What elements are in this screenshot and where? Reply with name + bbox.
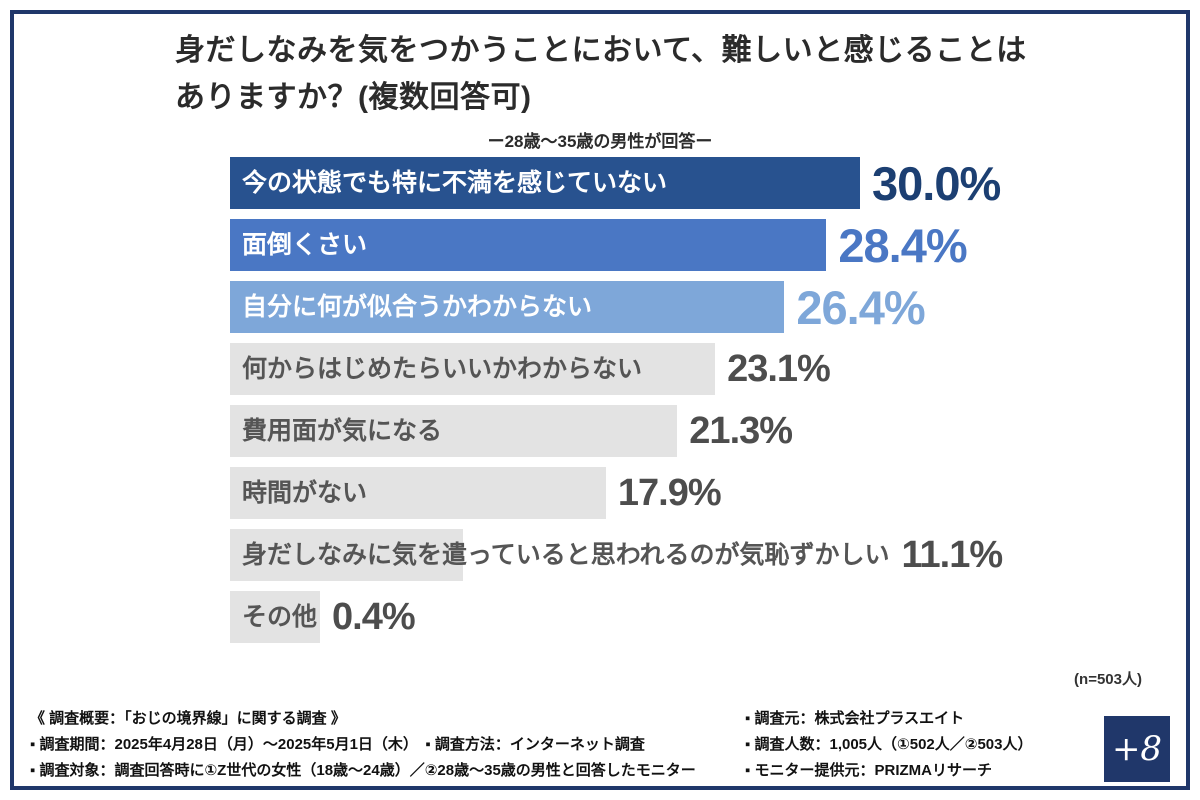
bar-row: 今の状態でも特に不満を感じていない 30.0% xyxy=(230,156,1002,210)
bar-label: 面倒くさい xyxy=(242,231,368,259)
bar-label: 自分に何が似合うかわからない xyxy=(242,293,593,321)
bar-label: その他 xyxy=(242,603,318,631)
bar-value: 28.4% xyxy=(838,218,967,272)
bar-label: 何からはじめたらいいかわからない xyxy=(242,355,643,383)
bar-value: 0.4% xyxy=(332,595,416,638)
bar-label: 費用面が気になる xyxy=(242,417,443,445)
survey-overview-line: ▪ 調査対象：調査回答時に①Z世代の女性（18歳〜24歳）／②28歳〜35歳の男… xyxy=(30,762,696,779)
bar-label: 身だしなみに気を遣っていると思われるのが気恥ずかしい xyxy=(242,541,890,569)
bar-area: 身だしなみに気を遣っていると思われるのが気恥ずかしい xyxy=(230,529,890,581)
chart-title-line2: ありますか？(複数回答可) xyxy=(175,80,532,114)
bar-value: 23.1% xyxy=(727,347,831,390)
bar-row: 費用面が気になる 21.3% xyxy=(230,405,1002,457)
bar-value: 17.9% xyxy=(617,471,722,514)
survey-source-line: ▪ モニター提供元：PRIZMAリサーチ xyxy=(745,762,992,779)
bar-row: その他 0.4% xyxy=(230,591,1002,643)
bar xyxy=(230,343,716,395)
chart-title-line1: 身だしなみを気をつかうことにおいて、難しいと感じることは xyxy=(175,34,1027,67)
bar-area: 費用面が気になる xyxy=(230,405,678,457)
plus-eight-logo: +8 xyxy=(1104,716,1170,782)
bar-value: 26.4% xyxy=(796,280,925,334)
survey-source-line: ▪ 調査人数：1,005人（①502人／②503人） xyxy=(745,736,1033,753)
bar xyxy=(230,219,827,271)
bar-row: 何からはじめたらいいかわからない 23.1% xyxy=(230,343,1002,395)
bar-area: 面倒くさい xyxy=(230,219,827,271)
survey-overview: 《 調査概要：「おじの境界線」に関する調査 》 ▪ 調査期間：2025年4月28… xyxy=(30,706,696,784)
bar xyxy=(230,467,606,519)
bar-value: 11.1% xyxy=(901,533,1004,576)
bar xyxy=(230,157,860,209)
chart-title: 身だしなみを気をつかうことにおいて、難しいと感じることは ありますか？(複数回答可… xyxy=(175,28,1027,121)
bar-area: 何からはじめたらいいかわからない xyxy=(230,343,716,395)
bar-area: その他 xyxy=(230,591,320,643)
bar-chart: 今の状態でも特に不満を感じていない 30.0% 面倒くさい 28.4% 自分に何が似合う… xyxy=(230,156,1004,653)
bar-area: 自分に何が似合うかわからない xyxy=(230,281,785,333)
survey-overview-line: ▪ 調査期間：2025年4月28日（月）〜2025年5月1日（木） ▪ 調査方法… xyxy=(30,736,645,753)
bar-area: 時間がない xyxy=(230,467,606,519)
bar-row: 時間がない 17.9% xyxy=(230,467,1002,519)
bar-area: 今の状態でも特に不満を感じていない xyxy=(230,157,860,209)
bar-label: 時間がない xyxy=(242,479,368,507)
bar-value: 30.0% xyxy=(872,156,1001,210)
bar-row: 身だしなみに気を遣っていると思われるのが気恥ずかしい 11.1% xyxy=(230,529,1004,581)
sample-size-note: (n=503人) xyxy=(1074,671,1142,688)
bar-row: 面倒くさい 28.4% xyxy=(230,218,1002,272)
survey-overview-line: 《 調査概要：「おじの境界線」に関する調査 》 xyxy=(30,710,346,727)
survey-source-line: ▪ 調査元：株式会社プラスエイト xyxy=(745,710,965,727)
bar-label: 今の状態でも特に不満を感じていない xyxy=(242,169,668,197)
bar xyxy=(230,281,785,333)
plus-eight-logo-text: +8 xyxy=(1111,729,1163,769)
bar-value: 21.3% xyxy=(689,409,793,452)
bar-row: 自分に何が似合うかわからない 26.4% xyxy=(230,280,1002,334)
chart-subtitle: ー28歳〜35歳の男性が回答ー xyxy=(487,132,713,151)
survey-source: ▪ 調査元：株式会社プラスエイト ▪ 調査人数：1,005人（①502人／②50… xyxy=(745,706,1032,784)
bar xyxy=(230,591,320,643)
bar xyxy=(230,529,464,581)
bar xyxy=(230,405,678,457)
